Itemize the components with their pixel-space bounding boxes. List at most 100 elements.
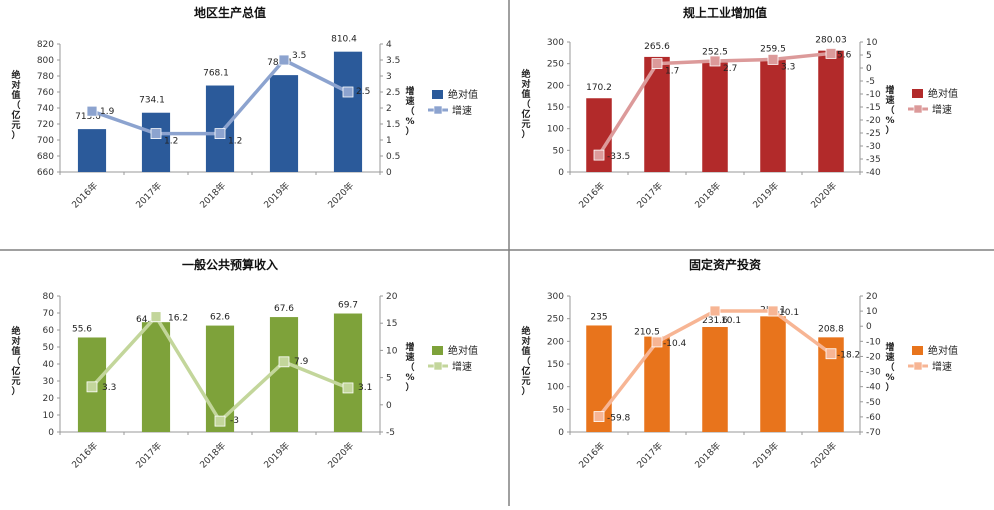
y2-tick-label: 0	[386, 168, 392, 178]
line-marker	[825, 348, 837, 360]
bar-data-label: 62.6	[210, 313, 230, 323]
y2-axis-title: 增速（%）	[885, 341, 894, 393]
x-tick-label: 2018年	[692, 440, 723, 471]
line-marker	[150, 311, 162, 323]
y-tick-label: 680	[37, 152, 54, 162]
line-data-label: 10.1	[721, 316, 741, 326]
y-tick-label: 100	[547, 383, 564, 393]
y2-axis-title-char: 速	[405, 351, 414, 363]
y-tick-label: 0	[558, 428, 564, 438]
bar	[77, 129, 107, 172]
legend-swatch-marker	[433, 361, 443, 371]
line-marker	[214, 415, 226, 427]
y-axis-title-char: （	[521, 356, 530, 367]
y2-tick-label: 0	[866, 322, 872, 332]
x-tick-label: 2019年	[750, 180, 781, 211]
line-data-label: -59.8	[607, 414, 631, 424]
y2-tick-label: -50	[866, 398, 881, 408]
y2-tick-label: -25	[866, 129, 881, 139]
y2-tick-label: -35	[866, 155, 881, 165]
y-axis-title-char: 元	[11, 376, 20, 387]
x-tick-label: 2017年	[133, 440, 164, 471]
bar	[760, 316, 786, 432]
y2-tick-label: -40	[866, 168, 881, 178]
bar-data-label: 69.7	[338, 301, 358, 311]
y-axis-title-char: 元	[11, 120, 20, 131]
y2-tick-label: -10	[866, 337, 881, 347]
bar	[818, 50, 844, 172]
bar-data-label: 210.5	[634, 328, 660, 338]
line-data-label: 7.9	[294, 357, 309, 367]
bar	[269, 317, 299, 432]
y-axis-title-char: 值	[11, 345, 20, 357]
y2-tick-label: 0	[866, 64, 872, 74]
y-tick-label: 70	[43, 309, 55, 319]
bar	[702, 62, 728, 173]
x-tick-label: 2018年	[197, 180, 228, 211]
y-tick-label: 820	[37, 40, 54, 50]
bar-data-label: 265.6	[644, 42, 670, 52]
y2-axis-title-char: ）	[885, 382, 894, 393]
y2-tick-label: -40	[866, 383, 881, 393]
y-axis-title-char: 对	[521, 78, 530, 90]
line-data-label: -3	[230, 416, 239, 426]
y-tick-label: 800	[37, 56, 54, 66]
y2-axis-title-char: 速	[885, 94, 894, 106]
line-data-label: 2.7	[723, 64, 737, 74]
y-axis-title-char: 绝	[521, 68, 530, 80]
y2-axis-title: 增速（%）	[405, 85, 414, 137]
bar-data-label: 734.1	[139, 96, 165, 106]
y-axis-title-char: 绝	[11, 69, 20, 81]
line-marker	[342, 382, 354, 394]
bar-data-label: 768.1	[203, 69, 229, 79]
chart-title: 规上工业增加值	[683, 5, 767, 20]
bar-data-label: 64.6	[136, 315, 156, 325]
y2-axis-title-char: %	[885, 373, 894, 383]
line-marker	[214, 128, 226, 140]
line-data-label: 3.3	[102, 383, 116, 393]
y-tick-label: 100	[547, 125, 564, 135]
y2-tick-label: 10	[866, 307, 878, 317]
y-tick-label: 300	[547, 292, 564, 302]
bar	[141, 112, 171, 172]
line-marker	[709, 305, 721, 317]
y2-axis-title-char: （	[885, 362, 894, 373]
line-marker	[278, 54, 290, 66]
legend-label-bar: 绝对值	[928, 344, 958, 357]
chart-title: 地区生产总值	[194, 5, 266, 20]
y2-axis-title-char: %	[885, 116, 894, 126]
y2-axis-title-char: ）	[405, 382, 414, 393]
y-tick-label: 20	[43, 394, 55, 404]
line-marker	[86, 105, 98, 117]
line-data-label: -18.2	[837, 351, 860, 361]
y2-tick-label: -20	[866, 352, 881, 362]
line-marker	[342, 86, 354, 98]
bar-data-label: 235	[590, 312, 607, 322]
line-data-label: 3.5	[292, 51, 306, 61]
y2-tick-label: 1	[386, 136, 392, 146]
y-tick-label: 150	[547, 103, 564, 113]
y2-axis-title-char: （	[405, 362, 414, 373]
y-axis-title-char: 亿	[11, 109, 20, 121]
line-marker	[651, 336, 663, 348]
legend-swatch-marker	[913, 361, 923, 371]
y-axis-title-char: （	[11, 356, 20, 367]
x-tick-label: 2019年	[261, 440, 292, 471]
x-tick-label: 2020年	[808, 180, 839, 211]
bar	[269, 75, 299, 172]
y2-axis-title-char: 速	[885, 351, 894, 363]
line-marker	[593, 149, 605, 161]
x-tick-label: 2017年	[634, 440, 665, 471]
line-marker	[709, 55, 721, 67]
line-data-label: 10.1	[779, 308, 799, 318]
line-data-label: 1.2	[228, 137, 242, 147]
line-data-label: 5.6	[837, 50, 852, 60]
y-axis-title-char: 对	[521, 335, 530, 347]
bar-data-label: 67.6	[274, 304, 294, 314]
y-axis-title: 绝对值（亿元）	[521, 325, 530, 397]
chart-panel-4: 固定资产投资050100150200250300-70-60-50-40-30-…	[521, 257, 958, 471]
y-tick-label: 740	[37, 104, 54, 114]
y-axis-title-char: 值	[11, 89, 20, 101]
y-tick-label: 300	[547, 38, 564, 48]
